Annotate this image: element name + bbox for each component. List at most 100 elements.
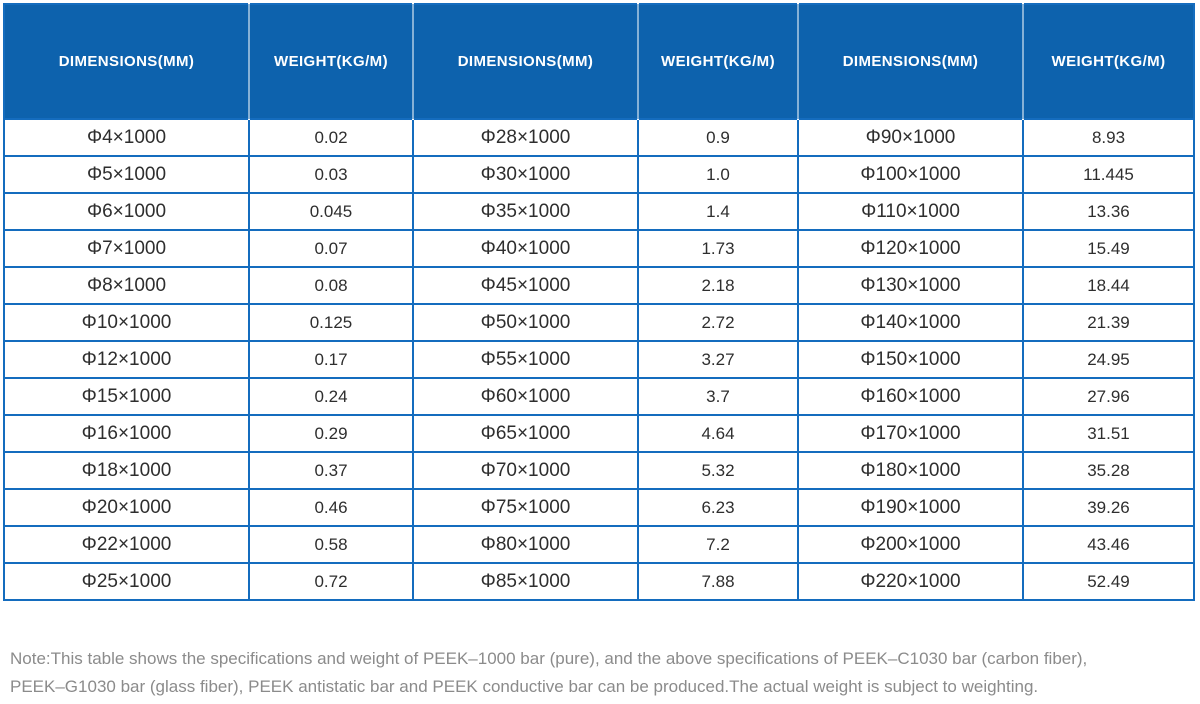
dimension-cell: Φ70×1000 (412, 451, 639, 490)
dimension-cell: Φ220×1000 (797, 562, 1024, 601)
dimension-cell: Φ170×1000 (797, 414, 1024, 453)
weight-cell: 15.49 (1022, 229, 1195, 268)
dimension-cell: Φ30×1000 (412, 155, 639, 194)
table-row: Φ20×1000 0.46 Φ75×1000 6.23 Φ190×1000 39.26 (3, 488, 1195, 527)
dimension-cell: Φ110×1000 (797, 192, 1024, 231)
note-line-2: PEEK–G1030 bar (glass fiber), PEEK antis… (10, 677, 1039, 696)
dimension-cell: Φ200×1000 (797, 525, 1024, 564)
dimension-cell: Φ22×1000 (3, 525, 250, 564)
column-header-weight-3: WEIGHT(KG/M) (1022, 4, 1194, 119)
weight-cell: 24.95 (1022, 340, 1195, 379)
weight-cell: 4.64 (637, 414, 799, 453)
weight-cell: 0.46 (248, 488, 414, 527)
table-row: Φ8×1000 0.08 Φ45×1000 2.18 Φ130×1000 18.44 (3, 266, 1195, 305)
table-row: Φ22×1000 0.58 Φ80×1000 7.2 Φ200×1000 43.46 (3, 525, 1195, 564)
table-row: Φ16×1000 0.29 Φ65×1000 4.64 Φ170×1000 31.51 (3, 414, 1195, 453)
weight-cell: 0.29 (248, 414, 414, 453)
note-line-1: Note:This table shows the specifications… (10, 649, 1088, 668)
weight-cell: 0.03 (248, 155, 414, 194)
weight-cell: 1.73 (637, 229, 799, 268)
weight-cell: 0.9 (637, 118, 799, 157)
dimension-cell: Φ4×1000 (3, 118, 250, 157)
dimension-cell: Φ8×1000 (3, 266, 250, 305)
column-header-dimensions-3: DIMENSIONS(MM) (797, 4, 1023, 119)
spec-table: DIMENSIONS(MM) WEIGHT(KG/M) DIMENSIONS(M… (3, 3, 1195, 601)
column-header-weight-2: WEIGHT(KG/M) (637, 4, 798, 119)
weight-cell: 3.7 (637, 377, 799, 416)
weight-cell: 2.72 (637, 303, 799, 342)
table-row: Φ7×1000 0.07 Φ40×1000 1.73 Φ120×1000 15.49 (3, 229, 1195, 268)
dimension-cell: Φ35×1000 (412, 192, 639, 231)
weight-cell: 0.24 (248, 377, 414, 416)
weight-cell: 7.88 (637, 562, 799, 601)
dimension-cell: Φ100×1000 (797, 155, 1024, 194)
dimension-cell: Φ50×1000 (412, 303, 639, 342)
table-row: Φ18×1000 0.37 Φ70×1000 5.32 Φ180×1000 35.28 (3, 451, 1195, 490)
weight-cell: 3.27 (637, 340, 799, 379)
dimension-cell: Φ180×1000 (797, 451, 1024, 490)
weight-cell: 0.125 (248, 303, 414, 342)
dimension-cell: Φ140×1000 (797, 303, 1024, 342)
table-row: Φ15×1000 0.24 Φ60×1000 3.7 Φ160×1000 27.96 (3, 377, 1195, 416)
dimension-cell: Φ7×1000 (3, 229, 250, 268)
weight-cell: 8.93 (1022, 118, 1195, 157)
dimension-cell: Φ18×1000 (3, 451, 250, 490)
weight-cell: 0.07 (248, 229, 414, 268)
weight-cell: 0.58 (248, 525, 414, 564)
dimension-cell: Φ25×1000 (3, 562, 250, 601)
column-header-dimensions-1: DIMENSIONS(MM) (4, 4, 249, 119)
weight-cell: 27.96 (1022, 377, 1195, 416)
weight-cell: 0.37 (248, 451, 414, 490)
weight-cell: 1.0 (637, 155, 799, 194)
table-row: Φ25×1000 0.72 Φ85×1000 7.88 Φ220×1000 52.49 (3, 562, 1195, 601)
dimension-cell: Φ120×1000 (797, 229, 1024, 268)
dimension-cell: Φ6×1000 (3, 192, 250, 231)
weight-cell: 2.18 (637, 266, 799, 305)
dimension-cell: Φ90×1000 (797, 118, 1024, 157)
column-header-weight-1: WEIGHT(KG/M) (248, 4, 413, 119)
dimension-cell: Φ55×1000 (412, 340, 639, 379)
dimension-cell: Φ45×1000 (412, 266, 639, 305)
dimension-cell: Φ40×1000 (412, 229, 639, 268)
dimension-cell: Φ150×1000 (797, 340, 1024, 379)
dimension-cell: Φ15×1000 (3, 377, 250, 416)
dimension-cell: Φ16×1000 (3, 414, 250, 453)
dimension-cell: Φ60×1000 (412, 377, 639, 416)
table-row: Φ5×1000 0.03 Φ30×1000 1.0 Φ100×1000 11.445 (3, 155, 1195, 194)
weight-cell: 0.02 (248, 118, 414, 157)
weight-cell: 1.4 (637, 192, 799, 231)
weight-cell: 0.045 (248, 192, 414, 231)
column-header-dimensions-2: DIMENSIONS(MM) (412, 4, 638, 119)
dimension-cell: Φ10×1000 (3, 303, 250, 342)
weight-cell: 0.08 (248, 266, 414, 305)
table-header-row: DIMENSIONS(MM) WEIGHT(KG/M) DIMENSIONS(M… (4, 4, 1194, 119)
weight-cell: 35.28 (1022, 451, 1195, 490)
weight-cell: 18.44 (1022, 266, 1195, 305)
dimension-cell: Φ160×1000 (797, 377, 1024, 416)
table-row: Φ12×1000 0.17 Φ55×1000 3.27 Φ150×1000 24.95 (3, 340, 1195, 379)
note-text: Note:This table shows the specifications… (10, 645, 1196, 701)
table-row: Φ10×1000 0.125 Φ50×1000 2.72 Φ140×1000 21.39 (3, 303, 1195, 342)
dimension-cell: Φ28×1000 (412, 118, 639, 157)
weight-cell: 6.23 (637, 488, 799, 527)
weight-cell: 5.32 (637, 451, 799, 490)
dimension-cell: Φ130×1000 (797, 266, 1024, 305)
dimension-cell: Φ5×1000 (3, 155, 250, 194)
dimension-cell: Φ80×1000 (412, 525, 639, 564)
dimension-cell: Φ75×1000 (412, 488, 639, 527)
weight-cell: 0.72 (248, 562, 414, 601)
table-row: Φ6×1000 0.045 Φ35×1000 1.4 Φ110×1000 13.36 (3, 192, 1195, 231)
dimension-cell: Φ20×1000 (3, 488, 250, 527)
dimension-cell: Φ85×1000 (412, 562, 639, 601)
dimension-cell: Φ65×1000 (412, 414, 639, 453)
weight-cell: 39.26 (1022, 488, 1195, 527)
weight-cell: 11.445 (1022, 155, 1195, 194)
table-row: Φ4×1000 0.02 Φ28×1000 0.9 Φ90×1000 8.93 (3, 118, 1195, 157)
weight-cell: 0.17 (248, 340, 414, 379)
weight-cell: 52.49 (1022, 562, 1195, 601)
weight-cell: 13.36 (1022, 192, 1195, 231)
dimension-cell: Φ190×1000 (797, 488, 1024, 527)
weight-cell: 7.2 (637, 525, 799, 564)
table-body: Φ4×1000 0.02 Φ28×1000 0.9 Φ90×1000 8.93 Φ5×100… (3, 118, 1195, 601)
